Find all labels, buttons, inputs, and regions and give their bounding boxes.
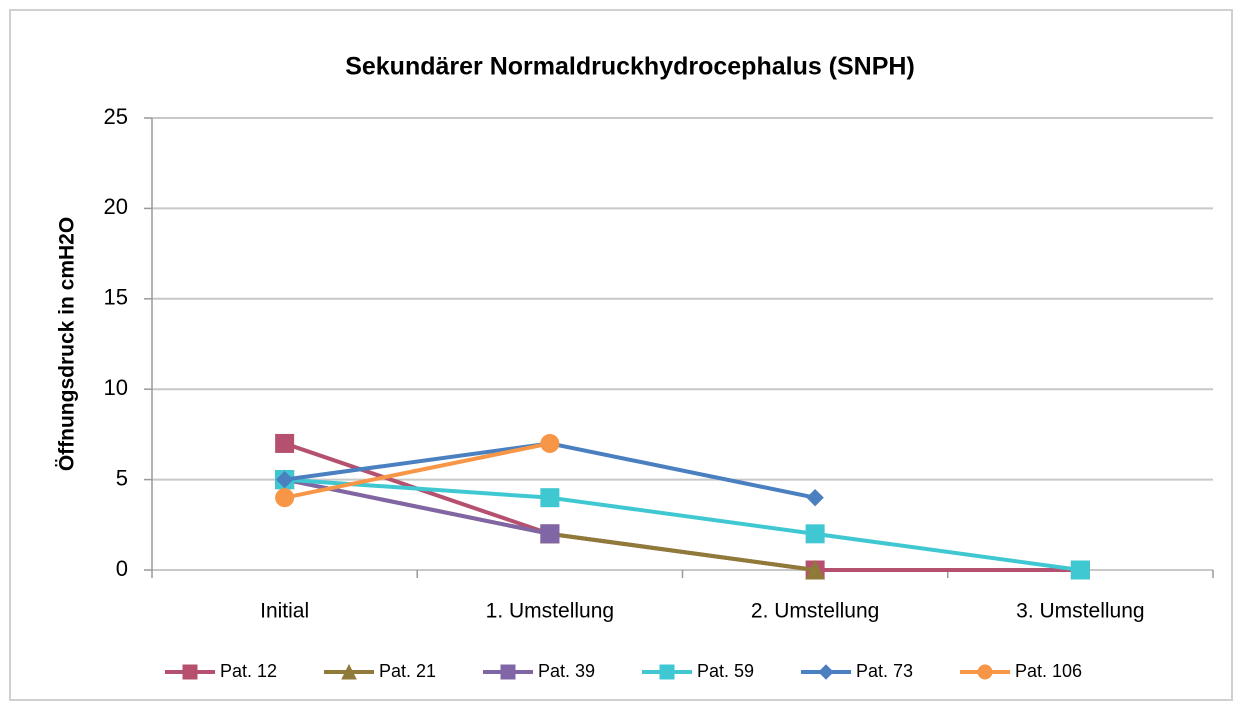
legend-label: Pat. 59: [697, 661, 754, 681]
y-tick-label: 0: [116, 556, 128, 581]
marker: [806, 488, 824, 507]
marker: [275, 470, 294, 489]
marker: [1070, 560, 1090, 580]
chart-title: Sekundärer Normaldruckhydrocephalus (SNP…: [345, 53, 915, 81]
marker: [500, 664, 516, 680]
y-tick-label: 20: [104, 194, 128, 219]
marker: [977, 664, 993, 680]
marker: [805, 559, 825, 580]
x-tick-label: 2. Umstellung: [751, 600, 879, 623]
legend-label: Pat. 21: [379, 661, 436, 681]
marker: [540, 488, 560, 508]
marker: [818, 664, 834, 680]
marker: [341, 663, 357, 680]
legend-label: Pat. 73: [856, 661, 913, 681]
x-tick-label: Initial: [260, 600, 309, 623]
y-axis-label: Öffnungsdruck in cmH2O: [56, 217, 79, 471]
y-tick-label: 10: [104, 375, 128, 400]
y-tick-label: 5: [116, 465, 128, 490]
marker: [540, 433, 560, 453]
marker: [182, 664, 198, 680]
legend-label: Pat. 39: [538, 661, 595, 681]
marker: [275, 433, 295, 453]
series-line: [284, 477, 1081, 572]
marker: [275, 488, 295, 508]
legend-label: Pat. 12: [220, 661, 277, 681]
y-tick-label: 15: [104, 285, 128, 310]
y-tick-label: 25: [104, 104, 128, 129]
x-tick-label: 1. Umstellung: [486, 600, 614, 623]
marker: [659, 664, 675, 680]
series-line: [284, 441, 551, 500]
x-tick-label: 3. Umstellung: [1016, 600, 1144, 623]
chart-frame: [9, 9, 1233, 701]
marker: [805, 524, 825, 544]
legend-label: Pat. 106: [1015, 661, 1082, 681]
marker: [540, 524, 560, 544]
